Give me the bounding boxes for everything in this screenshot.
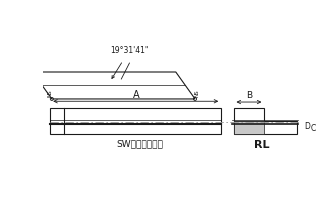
Text: SW：のこ引き面: SW：のこ引き面 (116, 140, 163, 149)
Text: C: C (311, 124, 316, 133)
Bar (233, 121, 297, 134)
Text: 19°31'41": 19°31'41" (110, 46, 148, 55)
Text: D: D (304, 122, 310, 131)
Text: NS: NS (194, 89, 199, 97)
Text: NS: NS (48, 89, 53, 97)
Bar (233, 121, 264, 134)
Text: B: B (246, 92, 252, 100)
Text: A: A (133, 90, 139, 100)
Text: RL: RL (254, 140, 269, 150)
Bar (50, 108, 221, 134)
Bar (233, 108, 264, 121)
